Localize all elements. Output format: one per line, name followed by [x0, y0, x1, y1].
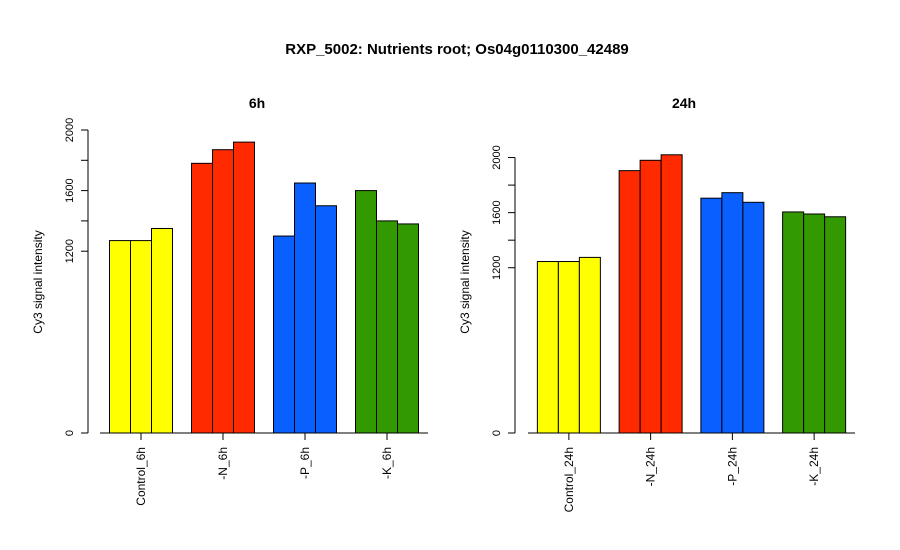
- bar: [536, 261, 559, 434]
- bar: [578, 256, 601, 434]
- bar: [782, 211, 805, 434]
- y-tick-label: 1600: [491, 200, 503, 224]
- bar: [109, 240, 131, 434]
- y-tick-label: 1200: [491, 255, 503, 279]
- bar: [191, 162, 213, 434]
- bar: [824, 216, 847, 434]
- y-tick-label: 0: [64, 430, 76, 436]
- bar: [355, 190, 377, 434]
- panel-title: 6h: [249, 95, 265, 111]
- main-title: RXP_5002: Nutrients root; Os04g0110300_4…: [285, 41, 629, 58]
- bar: [315, 205, 337, 434]
- bar: [273, 235, 295, 434]
- y-tick-label: 1200: [64, 239, 76, 263]
- y-tick-label: 2000: [491, 145, 503, 169]
- x-category-label: -N_6h: [216, 447, 230, 480]
- bar: [151, 227, 173, 434]
- x-category-label: Control_24h: [562, 447, 576, 512]
- bar: [397, 223, 419, 434]
- bar: [639, 159, 662, 434]
- bar: [233, 141, 255, 434]
- x-category-label: -P_24h: [725, 447, 739, 486]
- bar: [130, 240, 152, 434]
- chart-panel-24h: 24h Cy3 signal intensity 0 1200 1600 2000 Co…: [458, 95, 855, 512]
- x-category-label: -K_24h: [807, 447, 821, 486]
- x-category-label: Control_6h: [134, 447, 148, 506]
- x-category-label: -P_6h: [298, 447, 312, 479]
- bar: [803, 213, 826, 434]
- y-axis-label: Cy3 signal intensity: [458, 230, 472, 333]
- bar: [294, 182, 316, 434]
- bar: [376, 220, 398, 434]
- bar: [212, 149, 234, 434]
- y-axis-label: Cy3 signal intensity: [31, 230, 45, 333]
- bar: [557, 261, 580, 434]
- bar: [700, 197, 723, 434]
- y-tick-label: 1600: [64, 178, 76, 202]
- x-category-label: -N_24h: [644, 447, 658, 486]
- chart-panel-6h: 6h Cy3 signal intensity 0 1200 1600 2000 Con…: [31, 95, 428, 506]
- y-tick-label: 2000: [64, 118, 76, 142]
- bar: [660, 154, 683, 434]
- bar: [721, 192, 744, 434]
- bar: [742, 201, 765, 434]
- bar: [618, 170, 641, 434]
- panel-title: 24h: [672, 95, 696, 111]
- y-tick-label: 0: [491, 430, 503, 436]
- x-category-label: -K_6h: [380, 447, 394, 479]
